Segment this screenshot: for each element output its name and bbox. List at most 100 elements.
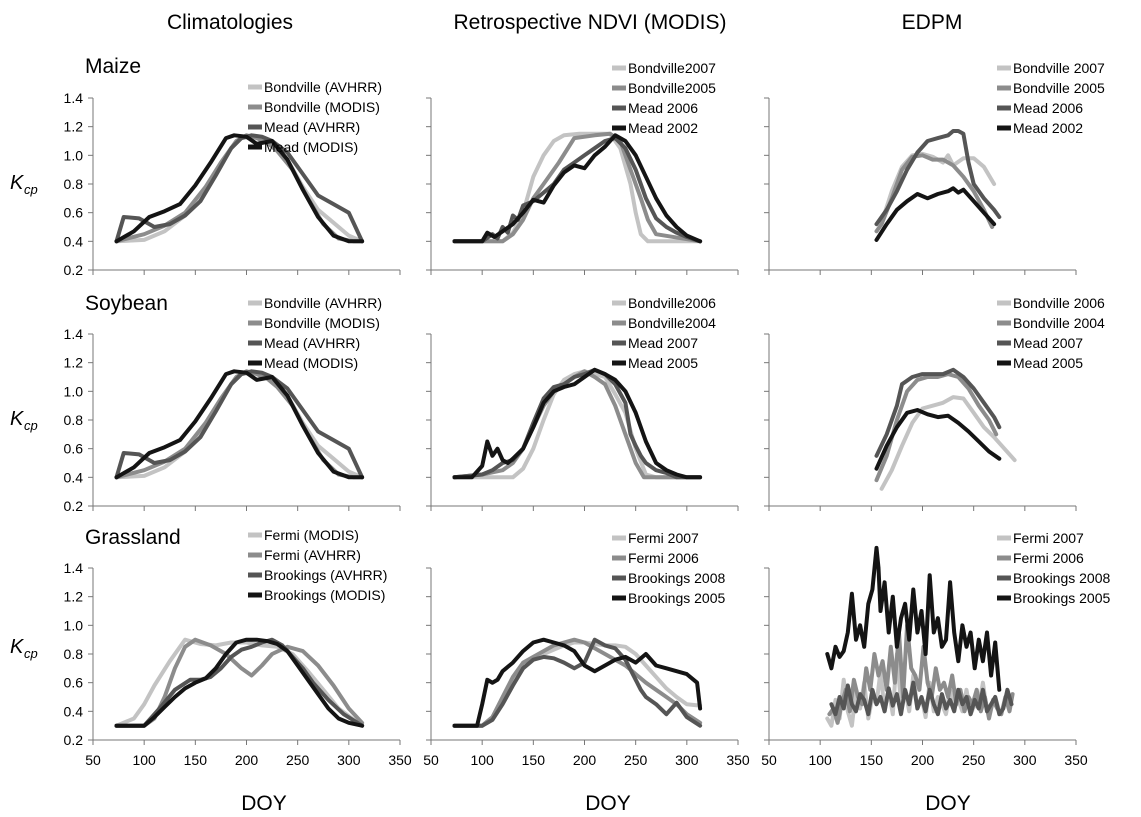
series-line-mead-2005 xyxy=(874,408,1002,471)
column-title-climatologies: Climatologies xyxy=(167,11,293,34)
legend-label: Mead 2006 xyxy=(1013,100,1083,116)
row-label-soybean: Soybean xyxy=(85,292,168,315)
series-line-mead-2006 xyxy=(452,136,703,244)
row-label-maize: Maize xyxy=(85,55,141,78)
y-tick-label: 0.8 xyxy=(64,176,84,192)
series-line-brookings-avhrr xyxy=(114,637,365,728)
legend-label: Bondville2005 xyxy=(628,80,716,96)
series-line-fermi-2006 xyxy=(452,637,703,728)
legend-label: Brookings 2008 xyxy=(628,570,726,586)
ylabel-row-1: K cp xyxy=(10,172,38,197)
xlabel-col-1: DOY xyxy=(241,792,287,815)
legend-label: Bondville2007 xyxy=(628,60,716,76)
legend: Fermi 2007 Fermi 2006 Brookings 2008 Brooki… xyxy=(612,530,726,606)
legend-label: Fermi 2006 xyxy=(628,550,699,566)
x-tick-label: 100 xyxy=(470,752,494,768)
y-tick-label: 0.8 xyxy=(64,646,84,662)
legend-label: Mead (AVHRR) xyxy=(264,335,360,351)
x-tick-label: 350 xyxy=(726,752,750,768)
xlabel-col-3: DOY xyxy=(925,792,971,815)
legend-label: Mead (MODIS) xyxy=(264,355,358,371)
y-tick-label: 0.2 xyxy=(64,262,84,278)
panel-grassland-retrospective-ndvi-modis: 50 100 150 200 250 300 350 Fermi 2007 Fermi 2006… xyxy=(423,530,750,768)
series-line-mead-2007 xyxy=(874,367,1002,458)
legend: Fermi 2007 Fermi 2006 Brookings 2008 Brooki… xyxy=(997,530,1111,606)
legend-label: Fermi 2006 xyxy=(1013,550,1084,566)
y-tick-label: 1.2 xyxy=(64,355,84,371)
x-tick-label: 200 xyxy=(911,752,935,768)
legend-label: Bondville 2005 xyxy=(1013,80,1105,96)
series-line-brookings-2008 xyxy=(829,680,1014,717)
x-tick-label: 250 xyxy=(286,752,310,768)
legend-label: Fermi (AVHRR) xyxy=(264,547,361,563)
x-tick-label: 300 xyxy=(1013,752,1037,768)
x-tick-label: 250 xyxy=(962,752,986,768)
x-tick-label: 350 xyxy=(1064,752,1088,768)
series-line-bondville2006 xyxy=(452,369,703,480)
y-tick-label: 0.6 xyxy=(64,441,84,457)
legend-label: Mead 2005 xyxy=(628,355,698,371)
legend-label: Brookings 2008 xyxy=(1013,570,1111,586)
x-tick-label: 100 xyxy=(808,752,832,768)
row-label-grassland: Grassland xyxy=(85,526,181,549)
legend-label: Mead 2002 xyxy=(1013,120,1083,136)
panel-soybean-retrospective-ndvi-modis: Bondville2006 Bondville2004 Mead 2007 Mead … xyxy=(426,295,739,511)
x-tick-label: 150 xyxy=(860,752,884,768)
legend: Bondville 2006 Bondville 2004 Mead 2007 Mea… xyxy=(997,295,1105,371)
column-title-retrospective-ndvi: Retrospective NDVI (MODIS) xyxy=(453,11,726,34)
legend: Bondville 2007 Bondville 2005 Mead 2006 Mea… xyxy=(997,60,1105,136)
legend-label: Brookings 2005 xyxy=(628,590,726,606)
series-line-fermi-avhrr xyxy=(114,637,365,728)
x-tick-label: 150 xyxy=(184,752,208,768)
x-tick-label: 50 xyxy=(85,752,101,768)
legend-label: Mead 2007 xyxy=(1013,335,1083,351)
legend-label: Mead 2002 xyxy=(628,120,698,136)
y-tick-label: 0.4 xyxy=(64,469,84,485)
column-title-edpm: EDPM xyxy=(902,11,963,34)
y-tick-label: 0.4 xyxy=(64,233,84,249)
ylabel-sub: cp xyxy=(24,418,38,433)
x-tick-label: 250 xyxy=(624,752,648,768)
y-tick-label: 0.6 xyxy=(64,675,84,691)
legend: Bondville2007 Bondville2005 Mead 2006 Mead … xyxy=(612,60,716,136)
series-line-brookings-2005 xyxy=(825,545,1002,692)
legend-label: Bondville (AVHRR) xyxy=(264,79,382,95)
legend: Bondville2006 Bondville2004 Mead 2007 Mead … xyxy=(612,295,716,371)
y-tick-label: 0.4 xyxy=(64,703,84,719)
legend-label: Bondville (AVHRR) xyxy=(264,295,382,311)
legend-label: Bondville2006 xyxy=(628,295,716,311)
legend-label: Brookings 2005 xyxy=(1013,590,1111,606)
y-tick-label: 1.4 xyxy=(64,560,84,576)
ylabel-sub: cp xyxy=(24,646,38,661)
legend-label: Bondville (MODIS) xyxy=(264,315,380,331)
x-tick-label: 200 xyxy=(235,752,259,768)
x-tick-label: 300 xyxy=(337,752,361,768)
xlabel-col-2: DOY xyxy=(585,792,631,815)
legend: Bondville (AVHRR) Bondville (MODIS) Mead (… xyxy=(248,295,382,371)
series-line-brookings-modis xyxy=(114,637,365,728)
legend-label: Mead (MODIS) xyxy=(264,139,358,155)
series-line-bondville-2006 xyxy=(879,395,1017,491)
legend-label: Bondville 2006 xyxy=(1013,295,1105,311)
series-line-brookings-2005 xyxy=(452,637,703,728)
y-tick-label: 1.0 xyxy=(64,147,84,163)
y-tick-label: 1.0 xyxy=(64,617,84,633)
ylabel-sub: cp xyxy=(24,182,38,197)
legend-label: Bondville 2004 xyxy=(1013,315,1105,331)
legend-label: Mead 2005 xyxy=(1013,355,1083,371)
series-line-mead-2002 xyxy=(452,133,703,244)
y-tick-label: 1.2 xyxy=(64,589,84,605)
legend-label: Fermi 2007 xyxy=(628,530,699,546)
y-tick-label: 0.8 xyxy=(64,412,84,428)
legend: Fermi (MODIS) Fermi (AVHRR) Brookings (AVH… xyxy=(248,527,387,603)
ylabel-row-2: K cp xyxy=(10,408,38,433)
legend-label: Bondville2004 xyxy=(628,315,716,331)
panel-maize-edpm: Bondville 2007 Bondville 2005 Mead 2006 Mea… xyxy=(764,60,1105,275)
panel-maize-retrospective-ndvi-modis: Bondville2007 Bondville2005 Mead 2006 Mead … xyxy=(426,60,739,275)
series-line-mead-2007 xyxy=(452,367,703,480)
y-tick-label: 0.2 xyxy=(64,498,84,514)
